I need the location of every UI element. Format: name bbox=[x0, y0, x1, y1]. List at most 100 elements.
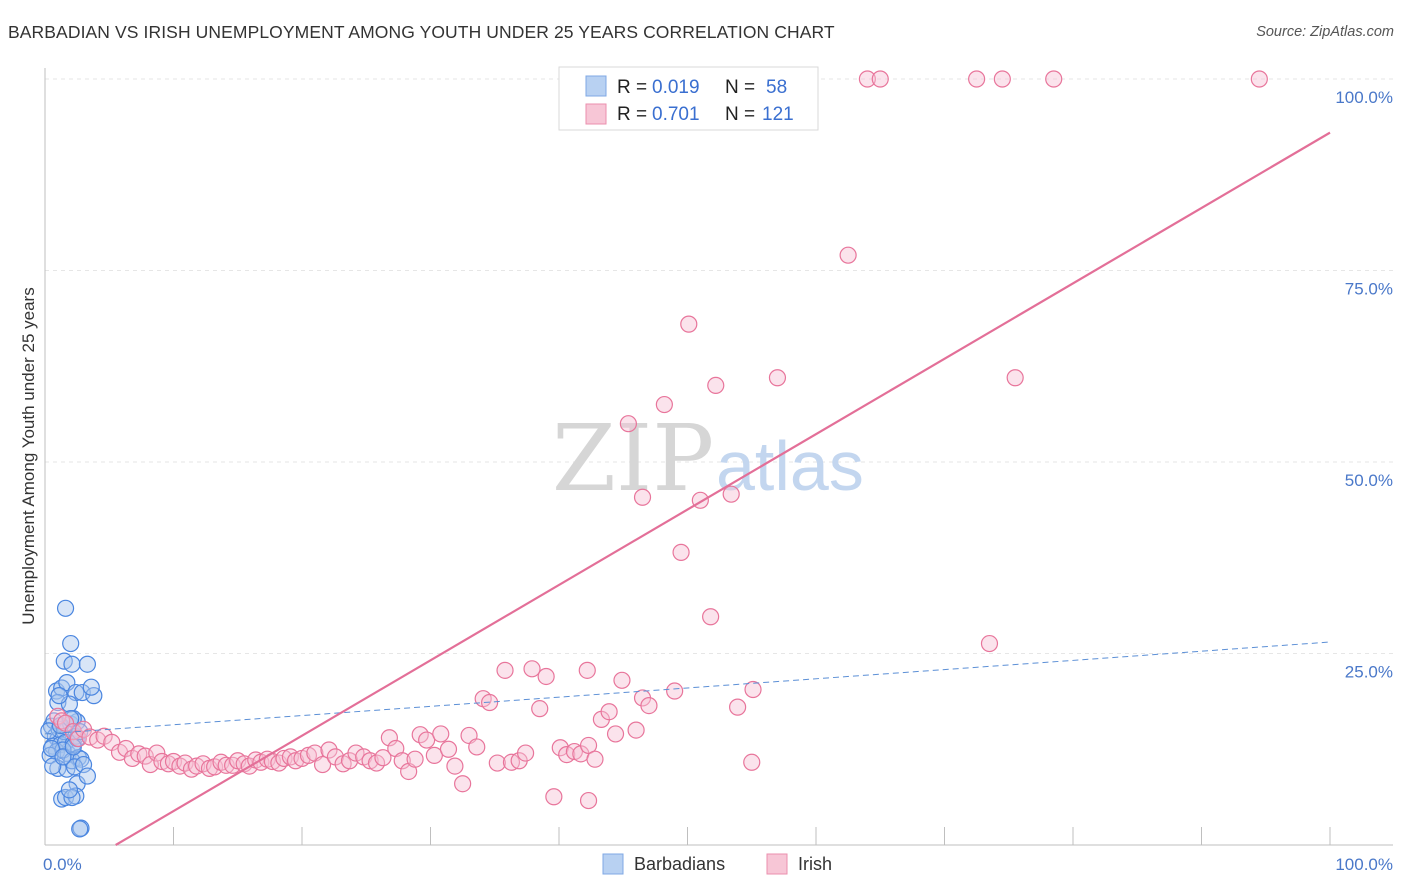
y-tick-label-25: 25.0% bbox=[1345, 663, 1393, 682]
irish-trendline bbox=[115, 131, 1331, 846]
bottom-legend-swatch-irish bbox=[766, 853, 788, 875]
irish-point bbox=[633, 488, 652, 506]
irish-point bbox=[640, 696, 658, 715]
barbadians-point bbox=[72, 819, 90, 837]
barbadians-point bbox=[56, 599, 75, 617]
irish-point bbox=[579, 791, 598, 810]
legend-n-value-barbadians: 58 bbox=[766, 77, 787, 98]
irish-point bbox=[523, 660, 541, 678]
series-legend: Barbadians Irish bbox=[602, 853, 832, 875]
irish-point bbox=[1045, 70, 1063, 88]
legend-n-value-irish: 121 bbox=[762, 104, 794, 125]
legend-r-label-irish: R = bbox=[617, 104, 647, 125]
gridlines bbox=[45, 78, 1393, 654]
y-tick-label-75: 75.0% bbox=[1345, 280, 1393, 299]
source-credit: Source: ZipAtlas.com bbox=[1256, 24, 1394, 40]
legend-n-label-irish: N = bbox=[725, 104, 755, 125]
y-tick-label-100: 100.0% bbox=[1335, 88, 1393, 107]
irish-point bbox=[418, 731, 436, 749]
correlation-legend: R = 0.019 N = 58 R = 0.701 N = 121 bbox=[558, 66, 819, 131]
barbadians-point bbox=[82, 678, 100, 696]
irish-point bbox=[627, 721, 645, 739]
y-axis-label: Unemployment Among Youth under 25 years bbox=[19, 287, 38, 624]
irish-point bbox=[578, 661, 596, 679]
irish-point bbox=[496, 661, 514, 679]
barbadians-point bbox=[54, 748, 72, 766]
irish-point bbox=[968, 70, 986, 88]
irish-point bbox=[586, 750, 604, 768]
legend-r-label-barbadians: R = bbox=[617, 77, 647, 98]
watermark-atlas: atlas bbox=[716, 427, 864, 505]
irish-point bbox=[606, 725, 625, 743]
bottom-legend-label-irish: Irish bbox=[798, 854, 832, 874]
x-tick-label-100: 100.0% bbox=[1335, 855, 1393, 874]
irish-point bbox=[531, 700, 549, 718]
irish-point bbox=[374, 749, 392, 767]
barbadians-point bbox=[71, 820, 89, 838]
irish-point bbox=[702, 608, 720, 626]
irish-point bbox=[537, 667, 555, 686]
irish-point bbox=[148, 744, 166, 762]
irish-point bbox=[858, 70, 877, 88]
irish-point bbox=[619, 415, 637, 433]
irish-point bbox=[744, 680, 762, 699]
legend-n-label-barbadians: N = bbox=[725, 77, 755, 98]
irish-point bbox=[468, 738, 486, 756]
irish-point bbox=[516, 744, 535, 762]
irish-point bbox=[380, 729, 398, 747]
barbadians-point bbox=[63, 655, 81, 673]
irish-point bbox=[393, 752, 411, 770]
barbadians-point bbox=[62, 634, 80, 653]
watermark-zip: ZIP bbox=[552, 405, 714, 512]
irish-point bbox=[666, 682, 684, 700]
irish-point bbox=[613, 671, 631, 689]
barbadians-point bbox=[78, 767, 97, 785]
barbadians-point bbox=[78, 655, 97, 673]
irish-point bbox=[707, 376, 725, 394]
irish-point bbox=[545, 788, 563, 806]
irish-point bbox=[743, 753, 761, 771]
legend-swatch-irish bbox=[585, 103, 607, 125]
barbadians-point bbox=[60, 781, 79, 799]
axes bbox=[44, 68, 1393, 846]
irish-point bbox=[768, 369, 787, 387]
irish-point bbox=[871, 70, 889, 88]
irish-point bbox=[406, 750, 424, 768]
bottom-legend-label-barbadians: Barbadians bbox=[634, 854, 725, 874]
irish-point bbox=[347, 744, 365, 762]
irish-point bbox=[425, 746, 443, 764]
trendlines bbox=[44, 131, 1331, 846]
irish-point bbox=[729, 698, 747, 716]
irish-point bbox=[980, 634, 999, 653]
irish-points bbox=[49, 70, 1268, 810]
irish-point bbox=[320, 741, 338, 759]
irish-point bbox=[432, 725, 450, 743]
irish-point bbox=[722, 485, 740, 503]
legend-swatch-barbadians bbox=[585, 75, 607, 97]
y-tick-labels: 25.0% 50.0% 75.0% 100.0% bbox=[1335, 88, 1393, 682]
barbadians-point bbox=[41, 746, 59, 764]
irish-point bbox=[1006, 369, 1024, 387]
legend-r-value-irish: 0.701 bbox=[652, 104, 700, 125]
x-tick-labels: 0.0% 100.0% bbox=[43, 855, 1393, 874]
barbadians-trendline bbox=[44, 641, 1331, 735]
x-tick-label-0: 0.0% bbox=[43, 855, 82, 874]
irish-point bbox=[993, 70, 1011, 88]
irish-point bbox=[579, 736, 598, 755]
irish-point bbox=[655, 395, 673, 414]
barbadians-point bbox=[42, 739, 61, 758]
irish-point bbox=[313, 755, 332, 774]
legend-r-value-barbadians: 0.019 bbox=[652, 77, 700, 98]
irish-point bbox=[488, 754, 506, 772]
irish-point bbox=[680, 315, 698, 333]
irish-point bbox=[117, 739, 135, 758]
barbadians-point bbox=[64, 738, 82, 756]
chart-title: BARBADIAN VS IRISH UNEMPLOYMENT AMONG YO… bbox=[8, 22, 835, 42]
barbadians-point bbox=[50, 687, 68, 705]
irish-point bbox=[1250, 70, 1268, 88]
irish-point bbox=[454, 775, 472, 793]
irish-point bbox=[439, 740, 458, 758]
bottom-legend-swatch-barbadians bbox=[602, 853, 624, 875]
irish-point bbox=[446, 757, 464, 775]
